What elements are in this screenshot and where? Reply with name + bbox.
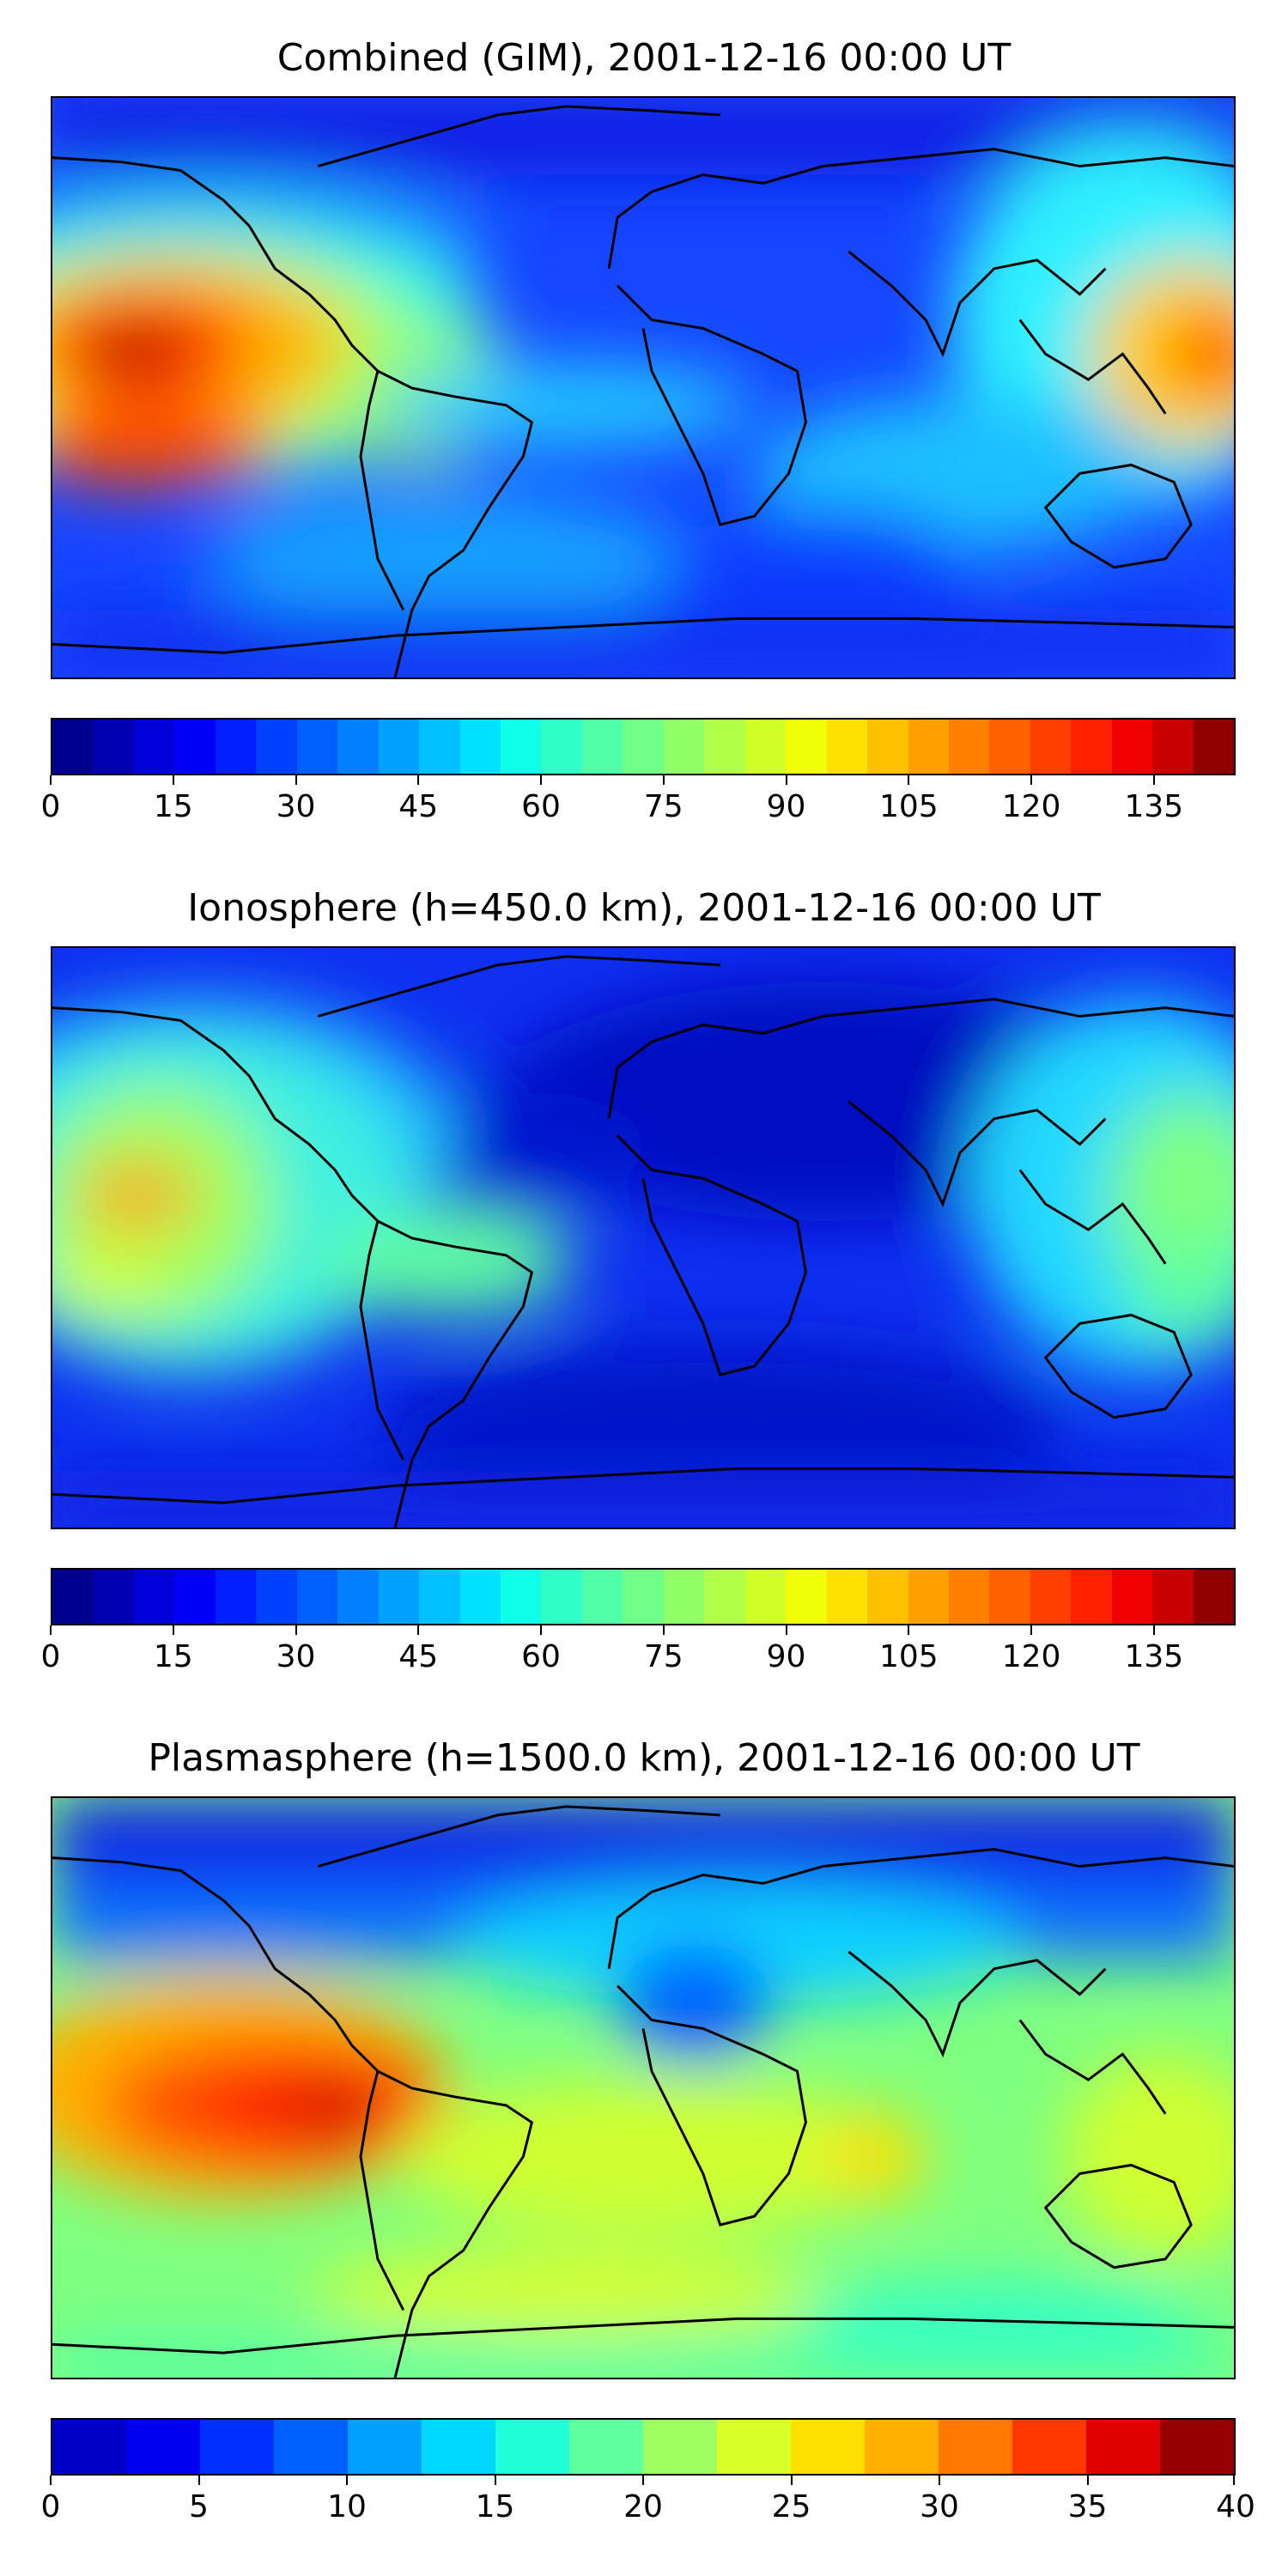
- contour-map-plasmasphere: [52, 1798, 1234, 2378]
- colorbar-tick-mark: [939, 2476, 940, 2485]
- colorbar-combined: [51, 718, 1236, 775]
- colorbar-tick-label: 120: [1001, 789, 1061, 824]
- colorbar-tick-label: 20: [623, 2489, 663, 2524]
- colorbar-tick-label: 30: [920, 2489, 959, 2524]
- colorbar-tick-label: 0: [40, 1639, 61, 1674]
- colorbar-tick-mark: [1086, 2476, 1089, 2485]
- colorbar-tick-mark: [790, 2476, 793, 2485]
- map-ionosphere: [51, 946, 1236, 1529]
- colorbar-tick-mark: [540, 1625, 543, 1635]
- colorbar-tick-mark: [785, 775, 787, 785]
- colorbar-tick-label: 120: [1001, 1639, 1061, 1674]
- colorbar-plasmasphere: [51, 2418, 1236, 2476]
- colorbar-tick-mark: [197, 2476, 200, 2485]
- colorbar-tick-mark: [346, 2476, 348, 2485]
- colorbar-tick-mark: [662, 1625, 665, 1635]
- colorbar-tick-label: 10: [327, 2489, 367, 2524]
- colorbar-tick-mark: [295, 775, 297, 785]
- colorbar-tick-label: 75: [643, 1639, 683, 1674]
- colorbar-tick-label: 90: [766, 789, 806, 824]
- colorbar-tick-label: 5: [189, 2489, 209, 2524]
- map-combined: [51, 96, 1236, 679]
- colorbar-tick-label: 135: [1124, 1639, 1184, 1674]
- colorbar-tick-mark: [295, 1625, 297, 1635]
- colorbar-tick-mark: [50, 775, 52, 785]
- colorbar-tick-mark: [642, 2476, 644, 2485]
- colorbar-ionosphere: [51, 1568, 1236, 1625]
- colorbar-tick-mark: [494, 2476, 496, 2485]
- colorbar-tick-mark: [662, 775, 665, 785]
- colorbar-tick-mark: [908, 775, 910, 785]
- colorbar-tick-mark: [908, 1625, 910, 1635]
- colorbar-tick-mark: [1030, 775, 1033, 785]
- colorbar-tick-label: 15: [153, 789, 193, 824]
- colorbar-tick-label: 25: [771, 2489, 811, 2524]
- colorbar-tick-label: 135: [1124, 789, 1184, 824]
- colorbar-tick-label: 0: [40, 789, 61, 824]
- colorbar-tick-mark: [417, 775, 420, 785]
- colorbar-tick-label: 0: [40, 2489, 61, 2524]
- contour-map-combined: [52, 98, 1234, 677]
- colorbar-tick-label: 15: [153, 1639, 193, 1674]
- panel-title-plasmasphere: Plasmasphere (h=1500.0 km), 2001-12-16 0…: [148, 1736, 1140, 1780]
- colorbar-tick-label: 90: [766, 1639, 806, 1674]
- panel-title-combined: Combined (GIM), 2001-12-16 00:00 UT: [276, 36, 1012, 80]
- colorbar-tick-label: 30: [276, 789, 316, 824]
- colorbar-tick-mark: [785, 1625, 787, 1635]
- coastline-layer: [52, 105, 1234, 677]
- colorbar-tick-label: 60: [521, 1639, 561, 1674]
- contour-map-ionosphere: [52, 948, 1234, 1528]
- colorbar-ticks-combined: 0 15 30 45 60 75 90 105 120 135: [41, 775, 1236, 827]
- colorbar-tick-label: 35: [1067, 2489, 1108, 2524]
- colorbar-tick-label: 105: [878, 789, 939, 824]
- colorbar-tick-label: 105: [878, 1639, 939, 1674]
- colorbar-tick-mark: [540, 775, 543, 785]
- colorbar-tick-label: 60: [521, 789, 561, 824]
- colorbar-tick-mark: [172, 1625, 174, 1635]
- colorbar-tick-mark: [50, 2476, 52, 2485]
- colorbar-tick-label: 75: [643, 789, 683, 824]
- colorbar-tick-label: 30: [276, 1639, 316, 1674]
- colorbar-tick-mark: [1030, 1625, 1033, 1635]
- colorbar-ticks-plasmasphere: 0 5 10 15 20 25 30 35 40: [41, 2476, 1255, 2527]
- colorbar-tick-label: 15: [475, 2489, 515, 2524]
- colorbar-tick-mark: [50, 1625, 52, 1635]
- colorbar-tick-label: 40: [1216, 2489, 1255, 2524]
- colorbar-tick-label: 45: [398, 1639, 439, 1674]
- colorbar-tick-mark: [417, 1625, 420, 1635]
- colorbar-ticks-ionosphere: 0 15 30 45 60 75 90 105 120 135: [41, 1625, 1236, 1677]
- colorbar-tick-label: 45: [398, 789, 439, 824]
- colorbar-tick-mark: [1152, 775, 1155, 785]
- map-plasmasphere: [51, 1796, 1236, 2379]
- colorbar-tick-mark: [172, 775, 174, 785]
- colorbar-tick-mark: [1233, 2476, 1235, 2485]
- colorbar-tick-mark: [1152, 1625, 1155, 1635]
- panel-title-ionosphere: Ionosphere (h=450.0 km), 2001-12-16 00:0…: [187, 886, 1101, 930]
